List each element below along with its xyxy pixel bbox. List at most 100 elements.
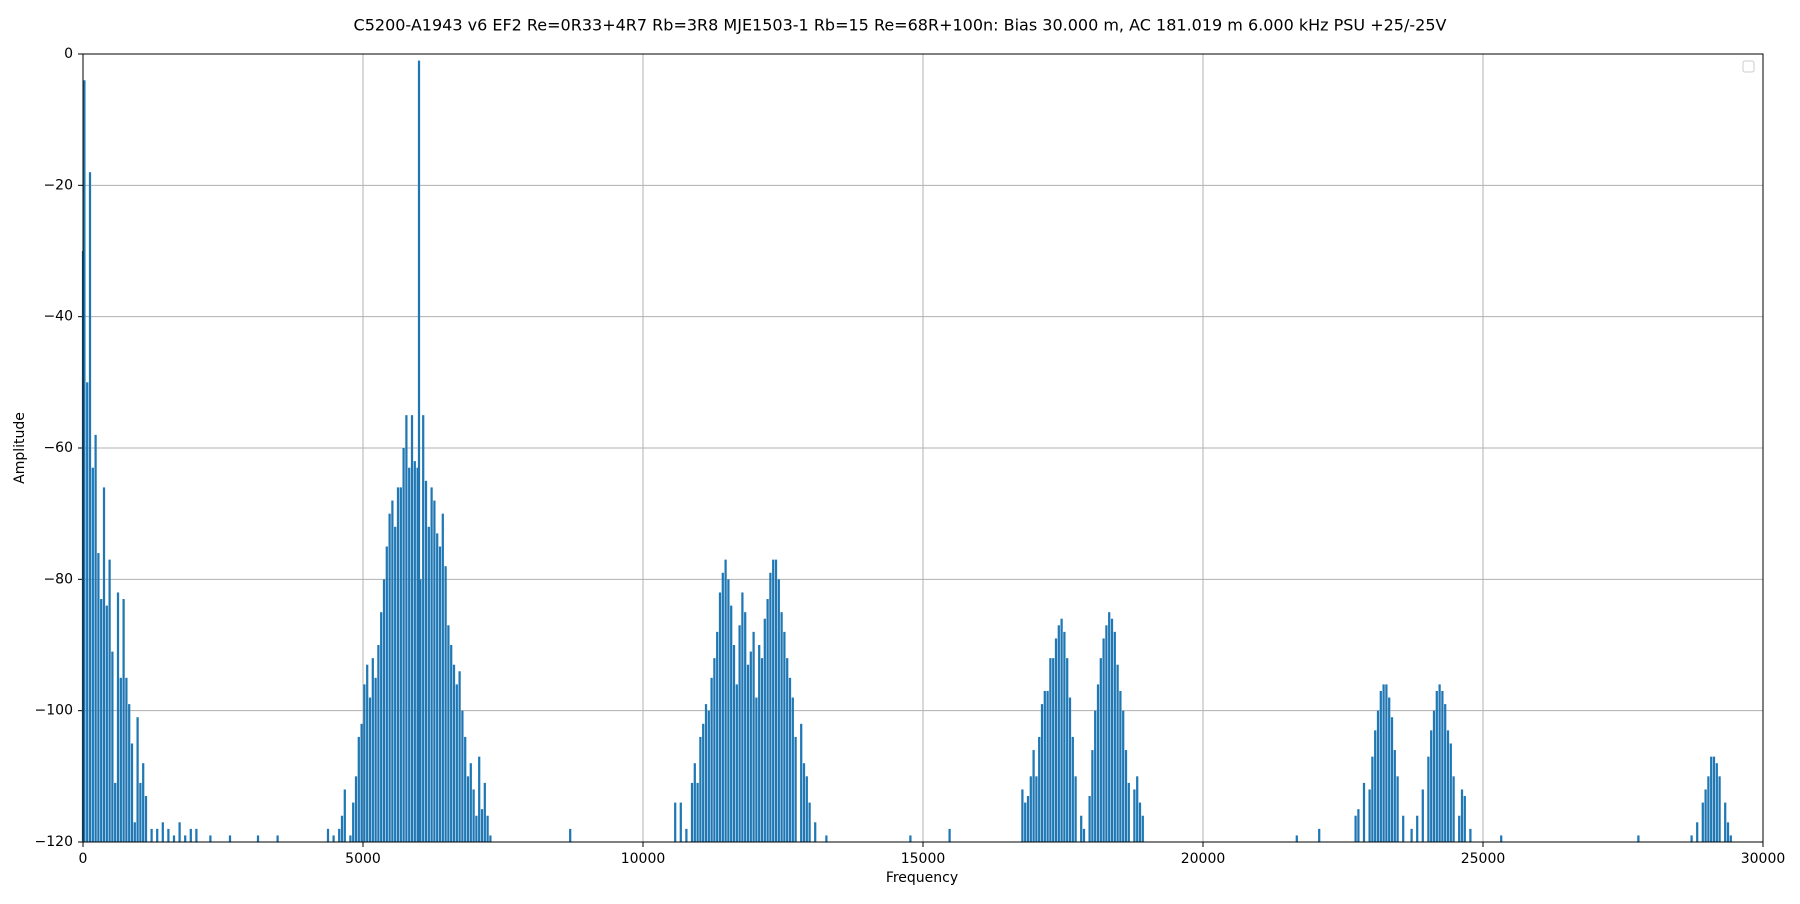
bar (1035, 776, 1038, 842)
bar (86, 382, 89, 842)
bar (1421, 789, 1424, 842)
bar (150, 828, 153, 842)
bar (1116, 664, 1119, 842)
bar (111, 651, 114, 842)
bar (461, 710, 464, 842)
bar (794, 736, 797, 842)
bar (338, 828, 341, 842)
bar (1122, 710, 1125, 842)
bar (366, 664, 369, 842)
bar (349, 835, 352, 842)
bar (458, 671, 461, 842)
bar (354, 776, 358, 842)
bar (167, 828, 170, 842)
bar (1371, 756, 1374, 842)
bar (1074, 776, 1077, 842)
bar (766, 599, 769, 842)
bar (1066, 658, 1069, 842)
bar (424, 480, 428, 842)
bar (1438, 684, 1441, 842)
bar (1068, 697, 1072, 842)
bar (741, 592, 744, 842)
bar (385, 546, 388, 842)
y-tick-label: −120 (35, 834, 73, 850)
bar (786, 658, 789, 842)
bar (256, 835, 260, 842)
bar (948, 828, 951, 842)
bar (783, 631, 786, 842)
bar (1082, 828, 1086, 842)
bar (156, 828, 159, 842)
bar (1402, 815, 1405, 842)
bar (178, 822, 181, 842)
bar (1096, 684, 1100, 842)
x-tick-label: 25000 (1461, 851, 1506, 867)
bar (408, 467, 411, 842)
bar (1432, 710, 1436, 842)
bar (1124, 750, 1128, 842)
bar (1449, 743, 1452, 842)
bar (480, 809, 484, 842)
y-tick-label: −20 (43, 177, 73, 193)
bar (1452, 776, 1455, 842)
bar (1690, 835, 1693, 842)
bar (1024, 802, 1027, 842)
bar (758, 645, 761, 842)
bar (1136, 776, 1139, 842)
bar (1318, 828, 1321, 842)
bar (1388, 697, 1391, 842)
bar (1729, 835, 1732, 842)
bar (699, 736, 702, 842)
bar (769, 572, 772, 842)
bar (189, 828, 192, 842)
bar (1712, 756, 1716, 842)
bar (791, 697, 794, 842)
x-tick-label: 20000 (1181, 851, 1226, 867)
bar (696, 782, 699, 842)
bar (679, 802, 682, 842)
bar (1141, 815, 1144, 842)
bar (1500, 835, 1503, 842)
bar (91, 467, 94, 842)
bar (438, 546, 442, 842)
bar (1049, 658, 1052, 842)
bar (909, 835, 912, 842)
bar (802, 763, 806, 842)
bar (83, 80, 86, 843)
bar (1701, 802, 1704, 842)
bar (1441, 690, 1444, 842)
chart-title: C5200-A1943 v6 EF2 Re=0R33+4R7 Rb=3R8 MJ… (354, 16, 1447, 35)
bar (1108, 612, 1111, 842)
bar (1088, 796, 1091, 842)
bar (569, 828, 572, 842)
bar (749, 651, 752, 842)
bar (391, 500, 394, 842)
bar (422, 415, 425, 842)
bar (472, 789, 475, 842)
bar (444, 566, 447, 842)
bar (1032, 750, 1035, 842)
bar (693, 763, 696, 842)
bar (94, 434, 97, 842)
bar (1410, 828, 1413, 842)
bar (1446, 730, 1450, 842)
bar (1119, 690, 1122, 842)
x-tick-label: 0 (79, 851, 88, 867)
bar (343, 789, 346, 842)
bar (125, 677, 128, 842)
bar (139, 782, 142, 842)
bar (716, 631, 719, 842)
bar (1040, 704, 1044, 842)
bar (1726, 822, 1730, 842)
bar (1127, 782, 1130, 842)
bar (332, 835, 335, 842)
bar (1046, 690, 1049, 842)
bar (374, 677, 377, 842)
bar (777, 579, 780, 842)
bar (1430, 730, 1433, 842)
bar (1724, 802, 1727, 842)
bar (433, 500, 436, 842)
plot-frame (82, 53, 1764, 843)
bar (447, 625, 450, 842)
